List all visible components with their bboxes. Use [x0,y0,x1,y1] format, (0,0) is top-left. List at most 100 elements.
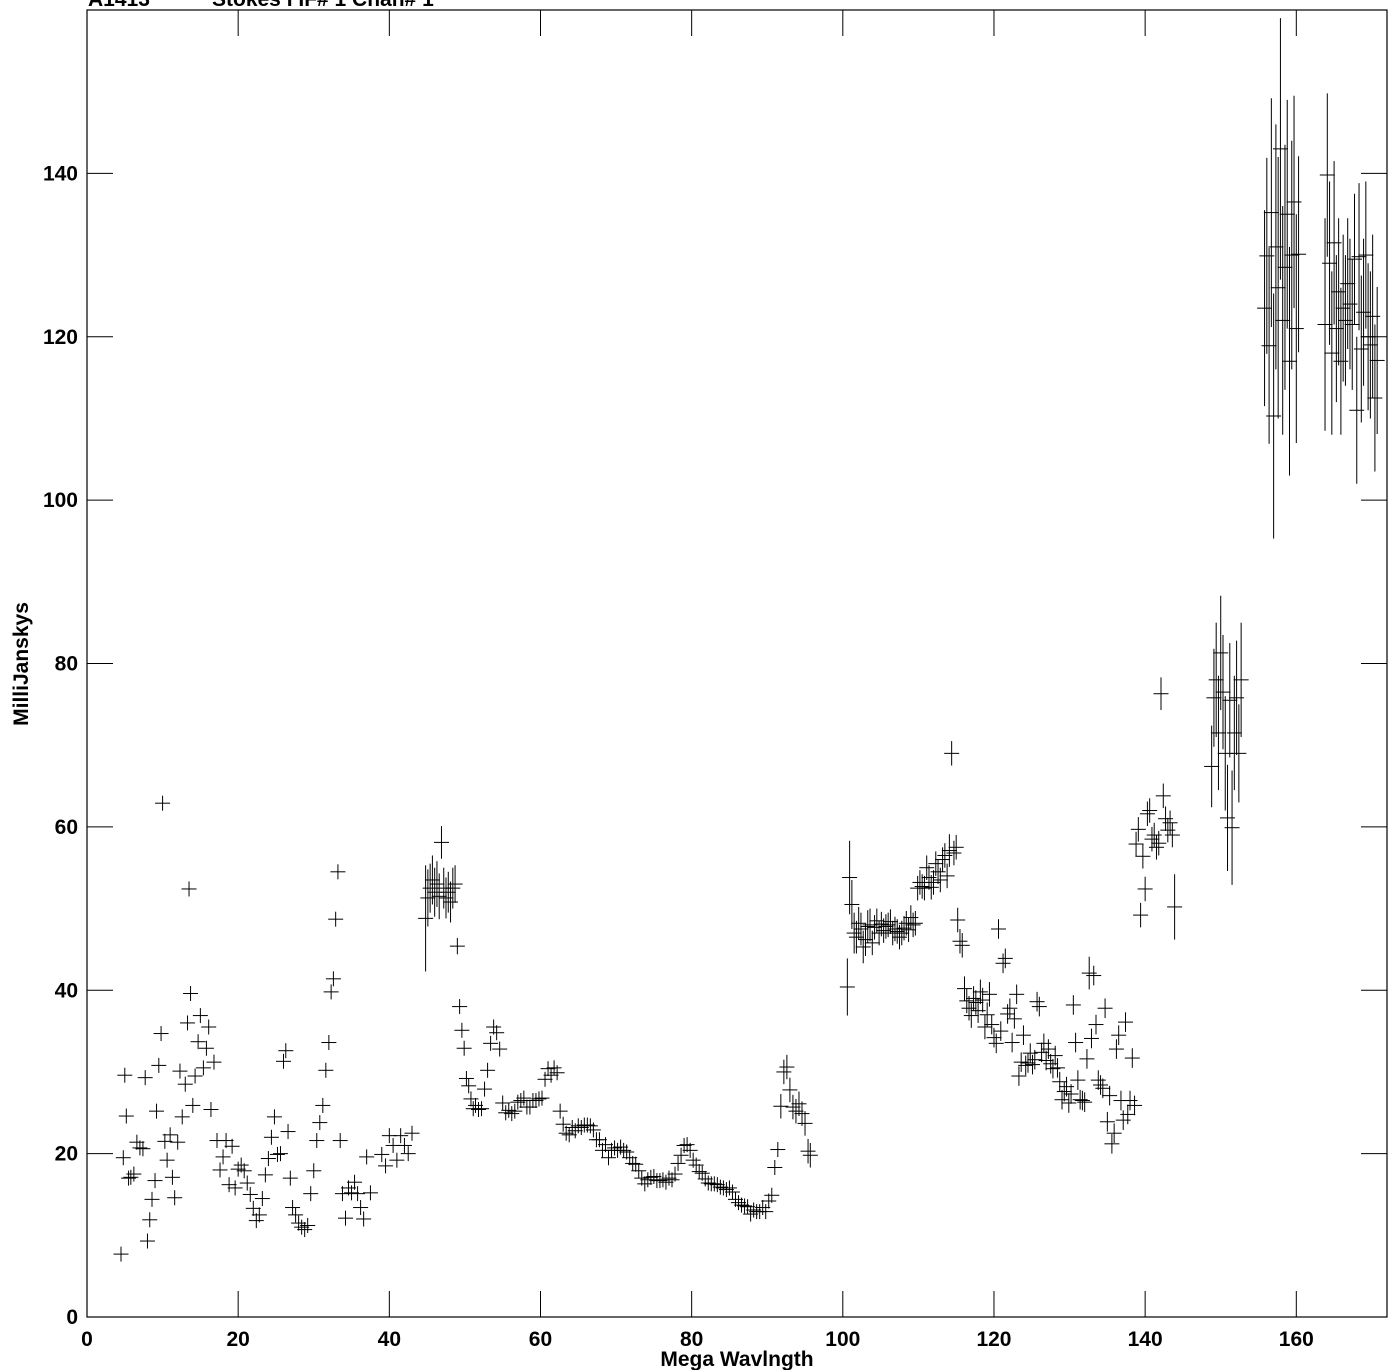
data-point [159,1152,175,1168]
data-point [1151,830,1167,856]
data-point [458,1070,474,1086]
data-point [162,1127,178,1143]
data-point [954,933,970,958]
data-point [1328,255,1344,403]
data-point [1043,1053,1059,1074]
y-tick-label: 60 [55,816,78,839]
data-point [1319,93,1335,257]
data-point [269,1146,285,1162]
data-point [1362,271,1378,419]
data-point [984,1014,1000,1035]
data-point [251,1207,267,1223]
data-point [1054,1089,1070,1110]
data-point [276,1053,292,1069]
data-point [864,930,880,956]
data-point [1259,157,1275,354]
data-point [1130,817,1146,842]
x-axis-title: Mega Wavlngth [660,1348,813,1370]
data-point [137,1070,153,1086]
data-point [1081,956,1097,990]
data-point [631,1163,647,1179]
data-point [1369,286,1385,434]
data-point [1056,1081,1072,1102]
data-point [844,879,860,929]
data-point [1079,1049,1095,1069]
data-point [254,1191,270,1207]
data-point [1006,1009,1022,1029]
x-tick-label: 80 [680,1328,703,1351]
data-point [1097,998,1113,1019]
data-point [126,1166,142,1182]
data-point [607,1140,623,1156]
x-tick-label: 120 [976,1328,1011,1351]
data-point [396,1137,412,1153]
data-point [147,1173,163,1189]
data-point [424,855,440,905]
data-point [758,1204,774,1220]
data-point [694,1165,710,1181]
data-point [993,1021,1009,1041]
data-point [492,1041,508,1057]
data-point [991,919,1007,939]
x-tick-label: 60 [529,1328,552,1351]
data-point [1322,181,1338,345]
data-point [224,1138,240,1154]
data-point [724,1184,740,1200]
data-point [1358,181,1374,329]
data-point [1326,161,1342,325]
data-point [170,1134,186,1150]
y-tick-label: 120 [43,326,78,349]
data-point [257,1167,273,1183]
data-point [123,1169,139,1185]
data-point [334,1186,350,1202]
data-point [1167,874,1183,940]
data-point [1061,1093,1077,1113]
data-point [172,1063,188,1079]
data-point [516,1090,532,1106]
data-point [1347,193,1362,325]
data-point [919,855,935,880]
data-point [634,1170,650,1186]
data-point [181,881,197,897]
y-axis-title: MilliJanskys [10,602,33,726]
data-point [688,1157,704,1173]
data-point [1104,1134,1120,1154]
data-point [300,1218,316,1234]
data-point [1015,1025,1031,1045]
data-point [848,920,864,954]
data-point [285,1200,301,1216]
data-point [177,1076,193,1092]
data-point [294,1219,310,1235]
data-point [932,867,948,893]
data-point [297,1222,313,1238]
data-point [356,1211,372,1227]
data-point [504,1106,520,1122]
data-point [963,1003,979,1028]
data-point [477,1081,493,1097]
data-point [1065,995,1081,1015]
data-point [643,1169,659,1185]
data-point [303,1186,319,1202]
data-point [288,1207,304,1223]
data-point [646,1168,662,1184]
data-point [941,834,957,867]
data-point [1013,1052,1029,1072]
data-point [679,1137,695,1153]
data-point [1122,1090,1138,1111]
data-point [429,861,445,907]
data-point [975,987,991,1013]
data-point [1148,835,1164,860]
data-point [187,1068,203,1084]
data-point [1077,1092,1093,1112]
data-point [923,875,939,900]
data-point [1222,643,1238,758]
data-point [353,1200,369,1216]
data-point [456,1040,472,1056]
data-point [794,1101,810,1126]
data-point [1029,991,1045,1012]
data-point [1282,246,1297,476]
data-point [1063,1084,1079,1104]
data-point [1052,1071,1068,1092]
y-tick-label: 100 [43,489,78,512]
data-point [347,1174,363,1190]
